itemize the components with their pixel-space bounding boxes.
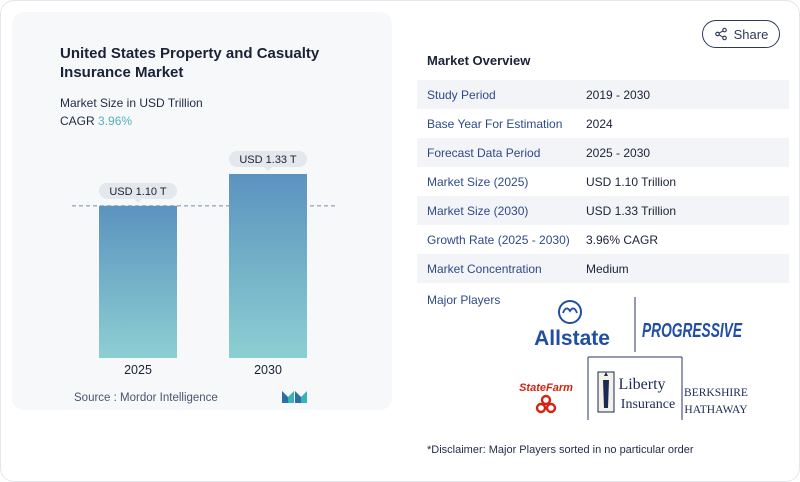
progressive-logo: PROGRESSIVE [642, 320, 742, 342]
major-players-label: Major Players [427, 293, 501, 307]
cagr-text: CAGR 3.96% [60, 114, 132, 128]
row-label: Growth Rate (2025 - 2030) [427, 232, 570, 247]
overview-title: Market Overview [427, 53, 531, 68]
allstate-logo: Allstate [534, 300, 610, 350]
row-label: Market Size (2030) [427, 203, 529, 218]
cagr-value: 3.96% [98, 114, 133, 128]
overview-row: Forecast Data Period 2025 - 2030 [417, 138, 789, 167]
mordor-logo-icon [282, 391, 307, 403]
row-value: USD 1.10 Trillion [586, 174, 677, 189]
source-name: Mordor Intelligence [120, 392, 218, 404]
allstate-hands-icon [558, 300, 582, 324]
row-label: Base Year For Estimation [427, 116, 563, 131]
berkshire-name: BERKSHIRE [684, 387, 748, 399]
overview-row: Growth Rate (2025 - 2030) 3.96% CAGR [417, 225, 789, 254]
overview-row: Market Concentration Medium [417, 254, 789, 283]
cagr-label: CAGR [60, 114, 95, 128]
hathaway-name: HATHAWAY [684, 404, 748, 416]
chart-title: United States Property and Casualty Insu… [60, 45, 320, 81]
overview-row: Study Period 2019 - 2030 [417, 80, 789, 109]
row-label: Market Size (2025) [427, 174, 529, 189]
share-icon [714, 27, 727, 41]
statefarm-name: StateFarm [519, 382, 573, 394]
row-value: 3.96% CAGR [586, 232, 659, 247]
row-value: USD 1.33 Trillion [586, 203, 677, 218]
row-value: 2025 - 2030 [586, 145, 651, 160]
statefarm-rings-icon [535, 394, 557, 414]
liberty-name: Liberty [618, 376, 665, 393]
statefarm-logo: StateFarm [519, 382, 573, 414]
row-label: Forecast Data Period [427, 145, 541, 160]
overview-row: Market Size (2030) USD 1.33 Trillion [417, 196, 789, 225]
source-label: Source : [74, 392, 117, 404]
source-text: Source : Mordor Intelligence [74, 392, 218, 404]
chart-card [12, 12, 392, 410]
berkshire-logo: BERKSHIRE HATHAWAY [684, 387, 748, 416]
liberty-statue-icon [597, 371, 615, 413]
row-value: Medium [586, 261, 629, 276]
row-label: Study Period [427, 87, 496, 102]
share-button[interactable]: Share [702, 20, 780, 48]
overview-table: Study Period 2019 - 2030 Base Year For Es… [417, 80, 789, 283]
overview-row: Market Size (2025) USD 1.10 Trillion [417, 167, 789, 196]
overview-row: Base Year For Estimation 2024 [417, 109, 789, 138]
row-value: 2019 - 2030 [586, 87, 651, 102]
disclaimer-text: *Disclaimer: Major Players sorted in no … [427, 444, 694, 456]
chart-subtitle: Market Size in USD Trillion [60, 96, 203, 110]
liberty-logo: Liberty Insurance [597, 371, 675, 413]
liberty-insurance: Insurance [621, 397, 675, 412]
allstate-name: Allstate [534, 327, 610, 350]
share-label: Share [733, 26, 769, 42]
row-value: 2024 [586, 116, 613, 131]
row-label: Market Concentration [427, 261, 542, 276]
